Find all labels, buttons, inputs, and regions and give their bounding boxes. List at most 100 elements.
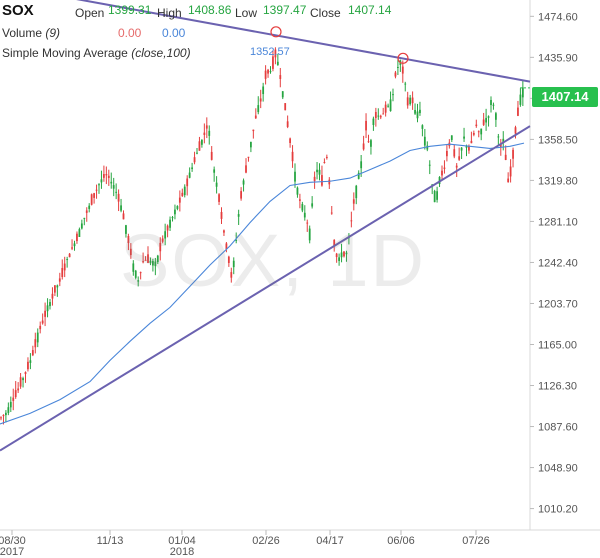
y-tick-label: 1435.90 [538, 52, 578, 64]
candle-body [198, 141, 201, 151]
candle-body [17, 388, 20, 391]
x-tick-label: 07/26 [462, 535, 490, 547]
candle-body [107, 175, 110, 179]
y-tick-label: 1319.80 [538, 175, 578, 187]
watermark-text: SOX, 1D [120, 219, 426, 302]
candle-body [514, 127, 517, 134]
y-tick-label: 1358.50 [538, 134, 578, 146]
candle-body [137, 280, 140, 282]
candle-body [316, 169, 318, 173]
candle-body [98, 184, 100, 186]
candle-body [475, 124, 478, 127]
candle-body [465, 145, 468, 148]
candle-body [477, 131, 480, 133]
candle-body [340, 252, 343, 258]
candle-body [68, 253, 71, 258]
candle-body [12, 397, 15, 401]
candle-body [63, 263, 66, 271]
x-tick-year: 2017 [0, 546, 24, 558]
candle-body [497, 136, 500, 138]
candle-body [205, 125, 208, 129]
candle-body [401, 66, 404, 74]
candle-body [210, 151, 213, 160]
high-marker-label: 1352.57 [250, 46, 290, 58]
trendline[interactable] [70, 0, 531, 83]
last-price-tag: 1407.14 [532, 87, 598, 107]
candle-body [470, 140, 473, 144]
candle-body [441, 170, 443, 176]
x-tick-year: 2018 [170, 546, 194, 558]
candle-body [90, 194, 93, 205]
candle-body [374, 111, 377, 119]
trendline[interactable] [0, 125, 531, 452]
candle-body [22, 378, 24, 381]
candle-body [281, 91, 284, 98]
candle-body [492, 104, 495, 106]
candle-body [507, 178, 510, 183]
candle-body [335, 253, 338, 258]
candle-body [299, 199, 301, 201]
candle-body [414, 109, 416, 114]
candle-body [360, 161, 363, 169]
candle-body [196, 152, 198, 154]
candle-body [254, 115, 257, 119]
candle-body [46, 305, 49, 312]
candle-body [245, 165, 247, 173]
candle-body [276, 61, 279, 65]
candle-body [428, 164, 431, 166]
candle-body [333, 239, 336, 247]
candle-body [181, 192, 184, 197]
candle-body [31, 350, 34, 356]
candle-body [220, 212, 223, 219]
candle-body [49, 302, 51, 307]
candle-body [93, 193, 95, 198]
sma-indicator-label[interactable]: Simple Moving Average (close,100) [2, 46, 191, 60]
candle-body [0, 417, 2, 419]
candle-body [443, 167, 446, 169]
sma-line [0, 142, 525, 425]
candle-body [144, 259, 147, 261]
candle-body [61, 267, 64, 278]
candle-body [203, 132, 206, 135]
candle-body [502, 138, 505, 144]
candle-body [343, 251, 345, 257]
candle-body [495, 113, 497, 120]
candle-body [156, 255, 159, 263]
candle-body [504, 154, 507, 160]
symbol-label[interactable]: SOX [2, 2, 34, 19]
candle-body [88, 205, 91, 209]
candle-body [279, 75, 282, 79]
candle-body [480, 128, 483, 135]
candle-body [51, 293, 54, 299]
candle-body [149, 260, 152, 263]
candle-body [27, 361, 29, 370]
candle-body [247, 156, 250, 158]
candle-body [134, 270, 137, 278]
high-marker-circle [397, 52, 409, 64]
high-marker-circle [270, 26, 282, 38]
candle-body [397, 66, 399, 68]
sma-param: (close,100) [131, 46, 191, 60]
y-tick-label: 1048.90 [538, 463, 578, 475]
candle-body [453, 149, 456, 157]
candle-body [7, 407, 10, 413]
candle-body [29, 360, 32, 363]
candle-body [110, 181, 113, 184]
candle-body [377, 115, 380, 117]
candle-body [215, 182, 218, 187]
candle-body [499, 144, 502, 147]
candle-body [472, 132, 475, 135]
x-tick-label: 06/06 [387, 535, 415, 547]
candle-body [350, 220, 353, 222]
volume-indicator-label[interactable]: Volume (9) [2, 26, 60, 40]
candle-body [519, 94, 522, 105]
candle-body [433, 191, 436, 203]
candle-body [44, 310, 46, 317]
candle-body [191, 167, 193, 169]
candle-body [365, 120, 367, 131]
x-tick-label: 04/17 [316, 535, 344, 547]
candle-body [426, 145, 429, 150]
candle-body [178, 197, 181, 203]
candle-body [186, 178, 189, 187]
